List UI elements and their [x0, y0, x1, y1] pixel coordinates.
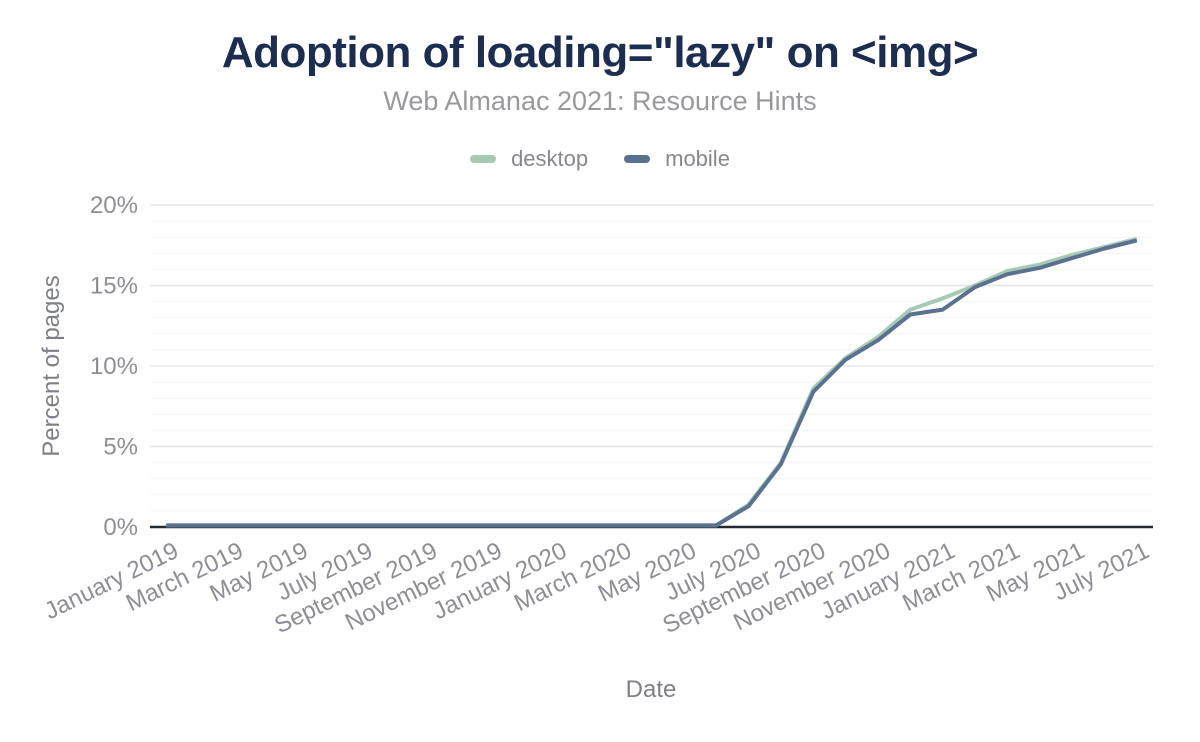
chart-legend: desktop mobile	[0, 146, 1200, 172]
legend-swatch-desktop-icon	[470, 155, 497, 163]
y-axis-tick-label: 0%	[103, 514, 138, 541]
y-axis-tick-label: 20%	[90, 192, 138, 219]
legend-label-desktop: desktop	[511, 146, 589, 171]
chart-title: Adoption of loading="lazy" on <img>	[221, 28, 979, 77]
x-axis-title: Date	[625, 676, 677, 703]
legend-item-desktop: desktop	[470, 146, 588, 172]
chart-subtitle: Web Almanac 2021: Resource Hints	[383, 86, 817, 116]
legend-swatch-mobile-icon	[624, 155, 651, 163]
y-axis-tick-label: 5%	[103, 434, 138, 461]
legend-label-mobile: mobile	[665, 146, 730, 171]
mobile-line	[166, 238, 1138, 528]
y-axis-tick-label: 15%	[90, 273, 138, 300]
y-axis-tick-label: 10%	[90, 353, 138, 380]
legend-item-mobile: mobile	[624, 146, 730, 172]
